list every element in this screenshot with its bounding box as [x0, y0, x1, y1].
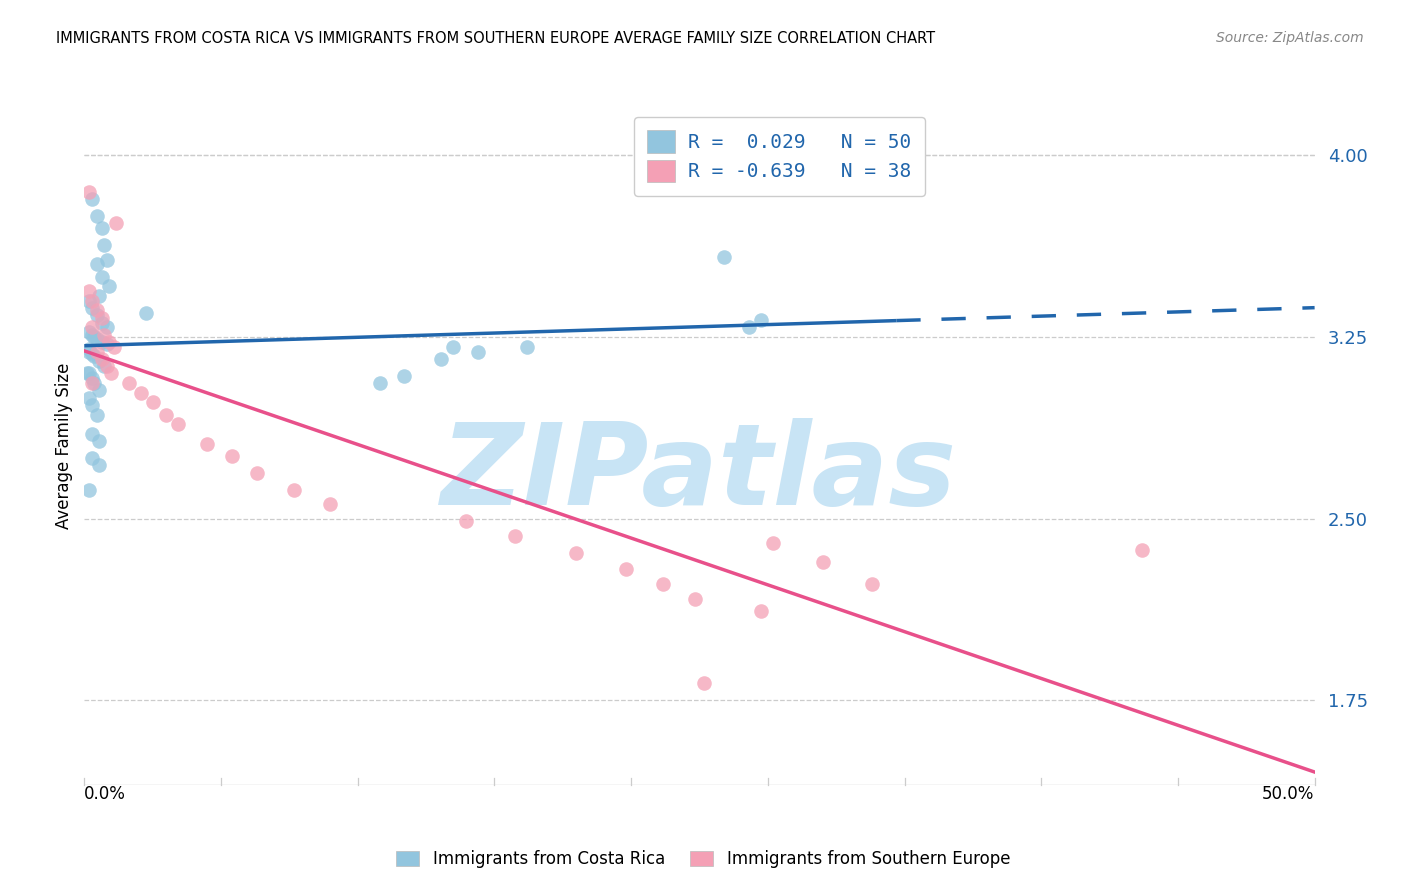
Point [86, 408, 108, 422]
Text: 0.0%: 0.0% [84, 785, 127, 803]
Point [87, 434, 111, 449]
Point [80, 347, 103, 361]
Point [394, 368, 416, 383]
Point [90, 351, 112, 366]
Point [86, 344, 108, 359]
Point [87, 289, 111, 303]
Point [79, 391, 101, 405]
Point [83, 330, 105, 344]
Point [749, 604, 772, 618]
Point [80, 451, 103, 466]
Point [93, 238, 115, 252]
Point [93, 327, 115, 342]
Point [86, 333, 108, 347]
Point [80, 327, 103, 342]
Point [87, 458, 111, 473]
Point [86, 303, 108, 318]
Point [80, 192, 103, 206]
Point [80, 398, 103, 412]
Point [96, 320, 118, 334]
Point [503, 528, 526, 542]
Point [79, 293, 101, 308]
Point [693, 676, 716, 690]
Point [90, 334, 112, 349]
Legend: R =  0.029   N = 50, R = -0.639   N = 38: R = 0.029 N = 50, R = -0.639 N = 38 [634, 117, 925, 195]
Point [142, 395, 165, 409]
Point [80, 320, 103, 334]
Point [614, 562, 637, 576]
Point [368, 376, 391, 390]
Point [90, 221, 112, 235]
Point [86, 308, 108, 322]
Point [79, 342, 101, 356]
Point [96, 359, 118, 373]
Point [79, 284, 101, 298]
Point [83, 350, 105, 364]
Point [86, 209, 108, 223]
Point [651, 577, 673, 591]
Legend: Immigrants from Costa Rica, Immigrants from Southern Europe: Immigrants from Costa Rica, Immigrants f… [389, 844, 1017, 875]
Point [90, 310, 112, 325]
Point [80, 371, 103, 385]
Point [246, 466, 269, 480]
Point [811, 555, 834, 569]
Point [79, 344, 101, 359]
Point [443, 340, 465, 354]
Text: ZIPatlas: ZIPatlas [441, 417, 957, 529]
Point [283, 483, 305, 497]
Point [86, 257, 108, 271]
Point [105, 216, 128, 230]
Point [80, 376, 103, 390]
Text: IMMIGRANTS FROM COSTA RICA VS IMMIGRANTS FROM SOUTHERN EUROPE AVERAGE FAMILY SIZ: IMMIGRANTS FROM COSTA RICA VS IMMIGRANTS… [56, 31, 935, 46]
Y-axis label: Average Family Size: Average Family Size [55, 363, 73, 529]
Point [221, 449, 243, 463]
Point [79, 367, 101, 381]
Point [103, 340, 125, 354]
Point [135, 306, 157, 320]
Point [100, 367, 122, 381]
Point [683, 591, 706, 606]
Point [155, 408, 177, 422]
Point [80, 426, 103, 441]
Point [96, 252, 118, 267]
Point [96, 337, 118, 351]
Point [87, 384, 111, 398]
Point [467, 344, 489, 359]
Point [93, 359, 115, 373]
Point [118, 376, 141, 390]
Point [454, 514, 477, 528]
Point [166, 417, 188, 432]
Point [565, 545, 588, 559]
Point [129, 385, 152, 400]
Point [762, 536, 785, 550]
Point [860, 577, 883, 591]
Point [90, 316, 112, 330]
Point [713, 250, 735, 264]
Point [749, 313, 772, 327]
Point [98, 279, 120, 293]
Point [1130, 543, 1153, 558]
Point [87, 354, 111, 368]
Point [79, 325, 101, 339]
Point [83, 376, 105, 390]
Point [80, 293, 103, 308]
Point [90, 269, 112, 284]
Point [79, 185, 101, 199]
Point [76, 367, 98, 381]
Point [738, 320, 761, 334]
Point [516, 340, 538, 354]
Text: 50.0%: 50.0% [1263, 785, 1315, 803]
Point [197, 436, 219, 450]
Point [319, 497, 342, 511]
Point [430, 351, 453, 366]
Point [80, 301, 103, 315]
Point [98, 334, 120, 349]
Point [79, 483, 101, 497]
Text: Source: ZipAtlas.com: Source: ZipAtlas.com [1216, 31, 1364, 45]
